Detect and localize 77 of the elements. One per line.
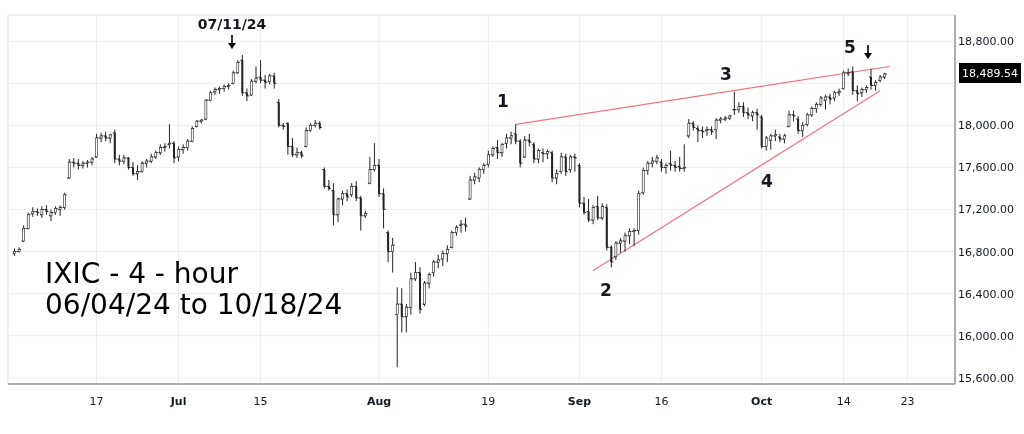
candlestick (523, 135, 527, 159)
candlestick (31, 206, 35, 218)
candlestick (769, 133, 773, 151)
candlestick (737, 101, 741, 114)
x-tick-label: 17 (89, 395, 104, 408)
candlestick (756, 108, 759, 131)
candlestick (842, 70, 845, 91)
candlestick (149, 153, 153, 164)
candlestick (528, 133, 531, 147)
annotation: 1 (497, 91, 509, 111)
candlestick (378, 158, 380, 198)
candlestick (583, 196, 585, 216)
annotation: 4 (761, 171, 774, 191)
annotation: 2 (600, 280, 612, 300)
candlestick (222, 83, 226, 93)
x-tick-label: 15 (253, 395, 268, 408)
candlestick (304, 126, 308, 148)
candlestick (446, 244, 449, 263)
candlestick (805, 112, 809, 127)
candlestick (387, 230, 390, 263)
candlestick (860, 87, 864, 98)
candlestick (760, 114, 763, 150)
y-tick-label: 16,400.00 (958, 287, 1014, 301)
y-tick-label: 16,000.00 (958, 329, 1014, 343)
text: IXIC - 4 - hour (45, 257, 239, 290)
x-tick-label: 14 (836, 395, 851, 408)
candlestick (596, 195, 599, 221)
candlestick (482, 162, 486, 175)
y-tick-label: 18,000.00 (958, 119, 1014, 133)
candlestick (778, 133, 781, 143)
x-tick-label: 19 (481, 395, 496, 408)
candlestick (419, 266, 421, 315)
x-tick-label: Sep (567, 395, 592, 408)
y-tick-label: 17,600.00 (958, 161, 1014, 175)
candlestick (477, 166, 481, 183)
candlestick (108, 133, 112, 144)
candlestick (213, 87, 217, 96)
candlestick (564, 153, 567, 177)
y-tick-label: 18,800.00 (958, 35, 1014, 49)
x-tick-label: Aug (366, 395, 392, 408)
x-tick-label: 23 (900, 395, 915, 408)
candlestick (432, 259, 435, 278)
candlestick (509, 131, 513, 145)
candlestick (441, 249, 445, 267)
candlestick (878, 74, 882, 83)
candlestick (747, 107, 749, 120)
candlestick (819, 95, 823, 107)
x-tick-label: Oct (751, 395, 773, 408)
y-tick-label: 17,200.00 (958, 203, 1014, 217)
candlestick (273, 72, 276, 90)
candlestick (468, 175, 472, 201)
candlestick (641, 166, 645, 196)
candlestick (90, 156, 94, 166)
candlestick (870, 68, 872, 91)
candlestick (687, 118, 691, 139)
candlestick (132, 161, 134, 177)
candlestick (400, 287, 403, 333)
annotation: 07/11/24 (197, 16, 267, 32)
candlestick (829, 93, 831, 105)
candlestick (551, 150, 554, 183)
candlestick (195, 119, 199, 128)
text: 06/04/24 to 10/18/24 (45, 288, 343, 321)
candlestick (318, 120, 321, 131)
annotation: 3 (720, 64, 732, 84)
candlestick (532, 141, 535, 164)
annotation: 5 (844, 37, 856, 57)
candlestick (614, 240, 618, 261)
candlestick (714, 117, 718, 140)
candlestick (173, 140, 175, 164)
candlestick (346, 189, 349, 202)
x-tick-label: 16 (654, 395, 669, 408)
text: 18,489.54 (962, 67, 1018, 80)
y-tick-label: 16,800.00 (958, 245, 1014, 259)
y-tick-label: 15,600.00 (958, 371, 1014, 385)
x-tick-label: Jul (169, 395, 187, 408)
candlestick (623, 232, 627, 253)
candlestick (49, 208, 53, 222)
